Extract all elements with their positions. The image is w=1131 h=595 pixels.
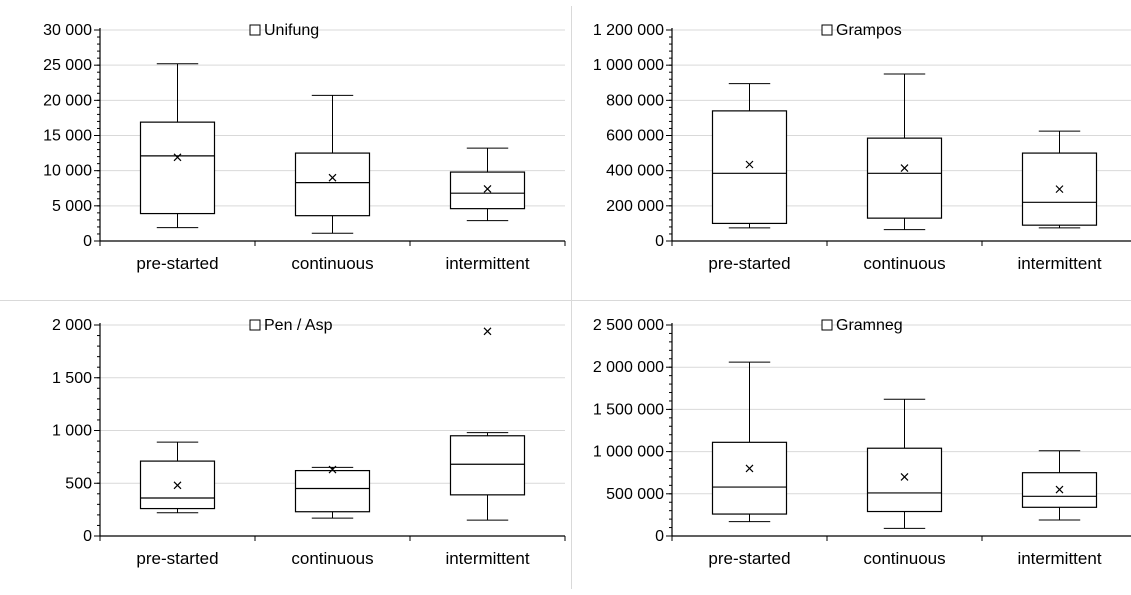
- legend-swatch: [249, 319, 261, 331]
- box-intermittent: [449, 147, 526, 222]
- chart-svg: 0 200 000 400 000 600 000 800 000 1 000 000 1 …: [593, 22, 1131, 273]
- chart-panel-gramneg: 0 500 000 1 000 000 1 500 000 2 000 000 2 500…: [572, 301, 1131, 595]
- y-tick-label: 1 200 000: [593, 22, 664, 39]
- iqr-box: [294, 152, 371, 217]
- x-category-label: intermittent: [1017, 254, 1101, 273]
- mean-marker: [900, 472, 909, 481]
- iqr-box: [449, 435, 526, 496]
- mean-marker: [483, 185, 492, 193]
- y-tick-label: 1 000 000: [593, 444, 664, 461]
- y-tick-label: 15 000: [43, 128, 92, 145]
- y-tick-label: 0: [83, 528, 92, 545]
- y-tick-label: 30 000: [43, 22, 92, 39]
- mean-marker: [745, 464, 754, 473]
- x-category-label: pre-started: [708, 549, 790, 568]
- y-tick-label: 0: [83, 233, 92, 250]
- y-tick-label: 1 500: [52, 370, 92, 387]
- y-tick-label: 2 000: [52, 317, 92, 334]
- mean-marker: [1055, 185, 1064, 194]
- mean-marker: [328, 465, 337, 474]
- chart-panel-unifung: 0 5 000 10 000 15 000 20 000 25 000 30 000 pre-…: [0, 6, 566, 300]
- y-tick-label: 0: [655, 528, 664, 545]
- y-tick-label: 500 000: [606, 486, 664, 503]
- box-intermittent: [1021, 450, 1098, 521]
- x-category-label: intermittent: [445, 254, 529, 273]
- chart-svg: 0 5 000 10 000 15 000 20 000 25 000 30 000 pre-…: [43, 22, 566, 273]
- chart-panel-pen-asp: 0 500 1 000 1 500 2 000 pre-started continuous…: [0, 301, 566, 595]
- panel-divider-vertical: [571, 6, 572, 589]
- box-continuous: [294, 94, 371, 234]
- x-category-label: continuous: [291, 254, 373, 273]
- x-category-label: pre-started: [136, 254, 218, 273]
- y-tick-label: 2 000 000: [593, 359, 664, 376]
- box-continuous: [866, 73, 943, 231]
- mean-marker: [900, 164, 909, 172]
- legend-label: Gramneg: [836, 317, 903, 334]
- box-continuous: [294, 465, 371, 519]
- legend-label: Unifung: [264, 22, 319, 39]
- iqr-box: [866, 137, 943, 219]
- iqr-box: [294, 469, 371, 513]
- y-tick-label: 800 000: [606, 92, 664, 109]
- box-continuous: [866, 398, 943, 529]
- box-pre-started: [711, 83, 788, 229]
- x-category-label: pre-started: [708, 254, 790, 273]
- mean-marker: [173, 153, 182, 162]
- y-tick-label: 400 000: [606, 163, 664, 180]
- legend-label: Grampos: [836, 22, 902, 39]
- box-intermittent: [449, 327, 526, 521]
- legend-label: Pen / Asp: [264, 317, 333, 334]
- y-tick-label: 1 500 000: [593, 401, 664, 418]
- y-tick-label: 500: [65, 475, 92, 492]
- x-category-label: intermittent: [1017, 549, 1101, 568]
- iqr-box: [449, 171, 526, 210]
- box-pre-started: [139, 63, 216, 229]
- y-tick-label: 1 000 000: [593, 57, 664, 74]
- mean-marker: [328, 173, 337, 182]
- iqr-box: [139, 121, 216, 215]
- panel-divider-horizontal: [0, 300, 1131, 301]
- mean-marker: [745, 160, 754, 169]
- x-category-label: intermittent: [445, 549, 529, 568]
- y-tick-label: 5 000: [52, 198, 92, 215]
- y-tick-label: 2 500 000: [593, 317, 664, 334]
- y-tick-label: 20 000: [43, 92, 92, 109]
- iqr-box: [866, 447, 943, 513]
- x-category-label: pre-started: [136, 549, 218, 568]
- box-intermittent: [1021, 130, 1098, 229]
- mean-marker: [483, 327, 492, 336]
- y-tick-label: 1 000: [52, 423, 92, 440]
- y-tick-label: 200 000: [606, 198, 664, 215]
- chart-panel-grampos: 0 200 000 400 000 600 000 800 000 1 000 000 1 …: [572, 6, 1131, 300]
- y-tick-label: 10 000: [43, 163, 92, 180]
- y-tick-label: 0: [655, 233, 664, 250]
- chart-svg: 0 500 1 000 1 500 2 000 pre-started continuous…: [52, 317, 566, 568]
- y-tick-label: 25 000: [43, 57, 92, 74]
- iqr-box: [711, 441, 788, 515]
- x-category-label: continuous: [863, 549, 945, 568]
- mean-marker: [1055, 485, 1064, 494]
- mean-marker: [173, 481, 182, 490]
- legend-swatch: [249, 24, 261, 36]
- iqr-box: [711, 110, 788, 225]
- box-pre-started: [139, 441, 216, 514]
- chart-svg: 0 500 000 1 000 000 1 500 000 2 000 000 2 500…: [593, 317, 1131, 568]
- y-tick-label: 600 000: [606, 128, 664, 145]
- box-pre-started: [711, 361, 788, 523]
- x-category-label: continuous: [291, 549, 373, 568]
- legend-swatch: [821, 24, 833, 36]
- x-category-label: continuous: [863, 254, 945, 273]
- legend-swatch: [821, 319, 833, 331]
